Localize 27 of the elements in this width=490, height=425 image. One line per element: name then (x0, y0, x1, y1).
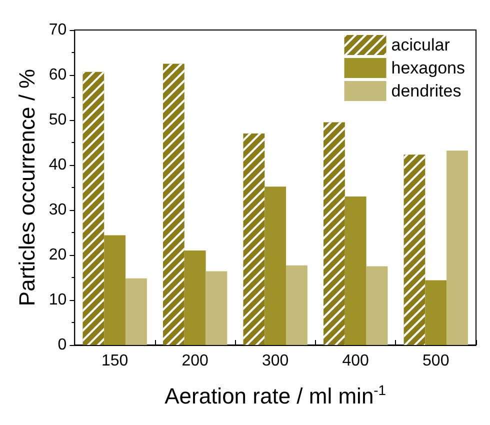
y-tick-label: 30 (48, 202, 67, 218)
x-tick-label: 200 (182, 352, 209, 370)
y-tick-label: 50 (48, 112, 67, 128)
legend-label: acicular (391, 36, 450, 54)
bar (264, 186, 286, 345)
bar (206, 271, 228, 345)
y-tick-label: 10 (48, 292, 67, 308)
bar (286, 265, 308, 345)
bar (446, 150, 468, 345)
bar (104, 235, 126, 345)
x-tick-label: 300 (262, 352, 289, 370)
y-tick-label: 40 (48, 156, 67, 174)
x-tick-label: 150 (101, 352, 128, 370)
x-tick-label: 400 (342, 352, 370, 370)
bar (126, 278, 147, 345)
y-tick-label: 60 (48, 66, 67, 84)
y-axis-title: Particles occurrence / % (14, 68, 40, 306)
bar (344, 196, 366, 345)
y-tick-label: 20 (48, 246, 67, 264)
bar (425, 280, 447, 345)
legend-label: dendrites (391, 82, 462, 100)
x-tick-label: 500 (422, 352, 450, 370)
bar (184, 250, 206, 345)
y-tick-label: 70 (48, 22, 67, 38)
bar (366, 266, 388, 345)
legend-label: hexagons (391, 58, 466, 78)
y-tick-label: 0 (58, 336, 67, 354)
